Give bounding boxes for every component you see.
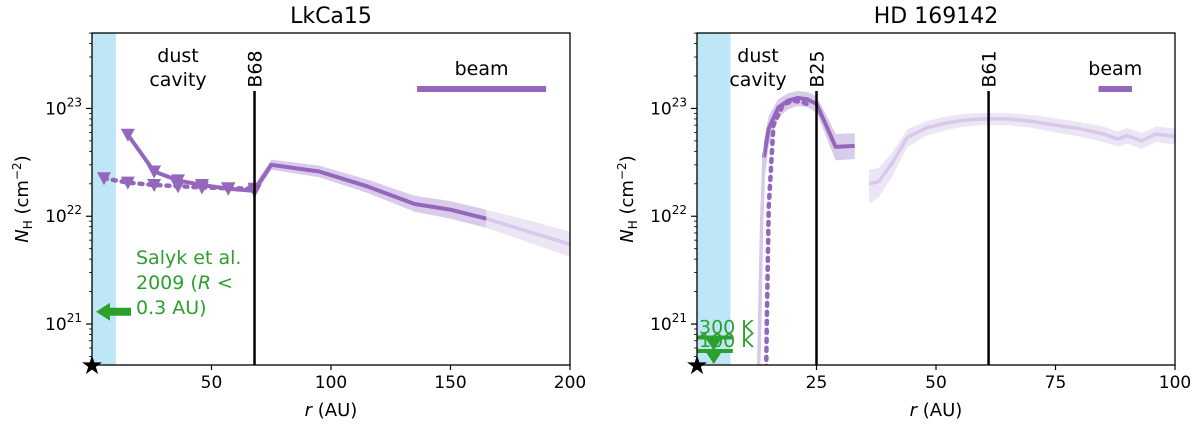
star-icon: ★ — [685, 351, 708, 381]
salyk-label-line1: Salyk et al. — [136, 247, 241, 269]
salyk-arrow-icon — [96, 302, 131, 321]
x-tick-label: 50 — [925, 373, 947, 393]
salyk-label-line3: 0.3 AU) — [136, 297, 207, 319]
upper-limit-marker — [171, 180, 186, 194]
y-tick-label: 1021 — [45, 311, 82, 335]
uncertainty-band — [254, 159, 487, 228]
y-tick-label: 1023 — [650, 95, 687, 119]
x-tick-label: 75 — [1045, 373, 1067, 393]
uncertainty-band — [763, 91, 855, 184]
ring-b68-label: B68 — [245, 50, 267, 87]
series-line-faint — [485, 216, 570, 246]
salyk-reference: Salyk et al. 2009 (R < 0.3 AU) — [96, 247, 241, 321]
series-line-faint — [756, 157, 766, 365]
dust-cavity-label-line1: dust — [737, 45, 778, 67]
y-tick-label: 1023 — [45, 95, 82, 119]
temperature-level-label: 100 K — [699, 330, 754, 352]
upper-limit-marker — [147, 165, 162, 179]
dust-cavity-shading — [92, 33, 116, 365]
x-ticks: 25 50 75 100 — [806, 365, 1191, 393]
x-axis-label: r (AU) — [910, 400, 963, 421]
salyk-label-line2: 2009 (R < — [136, 272, 233, 294]
ring-b61-label: B61 — [979, 50, 1001, 87]
x-tick-label: 150 — [434, 373, 466, 393]
ring-b25-label: B25 — [807, 50, 829, 87]
y-axis-label: NH (cm−2) — [10, 155, 35, 242]
dust-cavity-label-line1: dust — [157, 45, 198, 67]
series-line — [761, 96, 855, 158]
x-tick-label: 50 — [201, 373, 223, 393]
upper-limit-arrow-icon — [705, 338, 722, 351]
x-axis-label: r (AU) — [305, 400, 358, 421]
chart-title: HD 169142 — [874, 4, 998, 29]
uncertainty-band — [869, 112, 1175, 204]
upper-limit-marker — [221, 182, 236, 196]
beam-label: beam — [1088, 58, 1142, 80]
y-ticks: 1021 1022 1023 — [650, 32, 697, 357]
x-tick-label: 25 — [806, 373, 828, 393]
series-line — [252, 162, 487, 221]
dust-cavity-label-line2: cavity — [149, 69, 206, 91]
y-tick-label: 1021 — [650, 311, 687, 335]
panel-lkca15: B68 dust cavity beam Salyk et al. 2009 (… — [10, 4, 586, 421]
dust-cavity-shading — [697, 33, 731, 365]
dust-cavity-label-line2: cavity — [729, 69, 786, 91]
beam-label: beam — [455, 58, 509, 80]
upper-limit-marker — [147, 178, 162, 192]
upper-limit-arrow-icon — [705, 352, 722, 364]
upper-limit-marker — [120, 176, 135, 190]
upper-limit-marker — [194, 181, 209, 195]
chart-title: LkCa15 — [290, 4, 372, 29]
y-ticks: 1021 1022 1023 — [45, 32, 92, 357]
series-line — [126, 133, 255, 193]
upper-limit-marker — [120, 128, 135, 142]
y-tick-label: 1022 — [45, 203, 82, 227]
x-tick-label: 100 — [1159, 373, 1191, 393]
y-axis-label: NH (cm−2) — [615, 155, 640, 242]
series-line-dotted — [763, 98, 814, 365]
x-tick-label: 200 — [554, 373, 586, 393]
y-tick-label: 1022 — [650, 203, 687, 227]
upper-limit-marker — [96, 172, 111, 186]
x-ticks: 50 100 150 200 — [201, 365, 586, 393]
star-icon: ★ — [80, 351, 103, 381]
temperature-level-label: 300 K — [699, 317, 754, 339]
series-line-faint — [868, 117, 1175, 186]
x-tick-label: 100 — [315, 373, 347, 393]
